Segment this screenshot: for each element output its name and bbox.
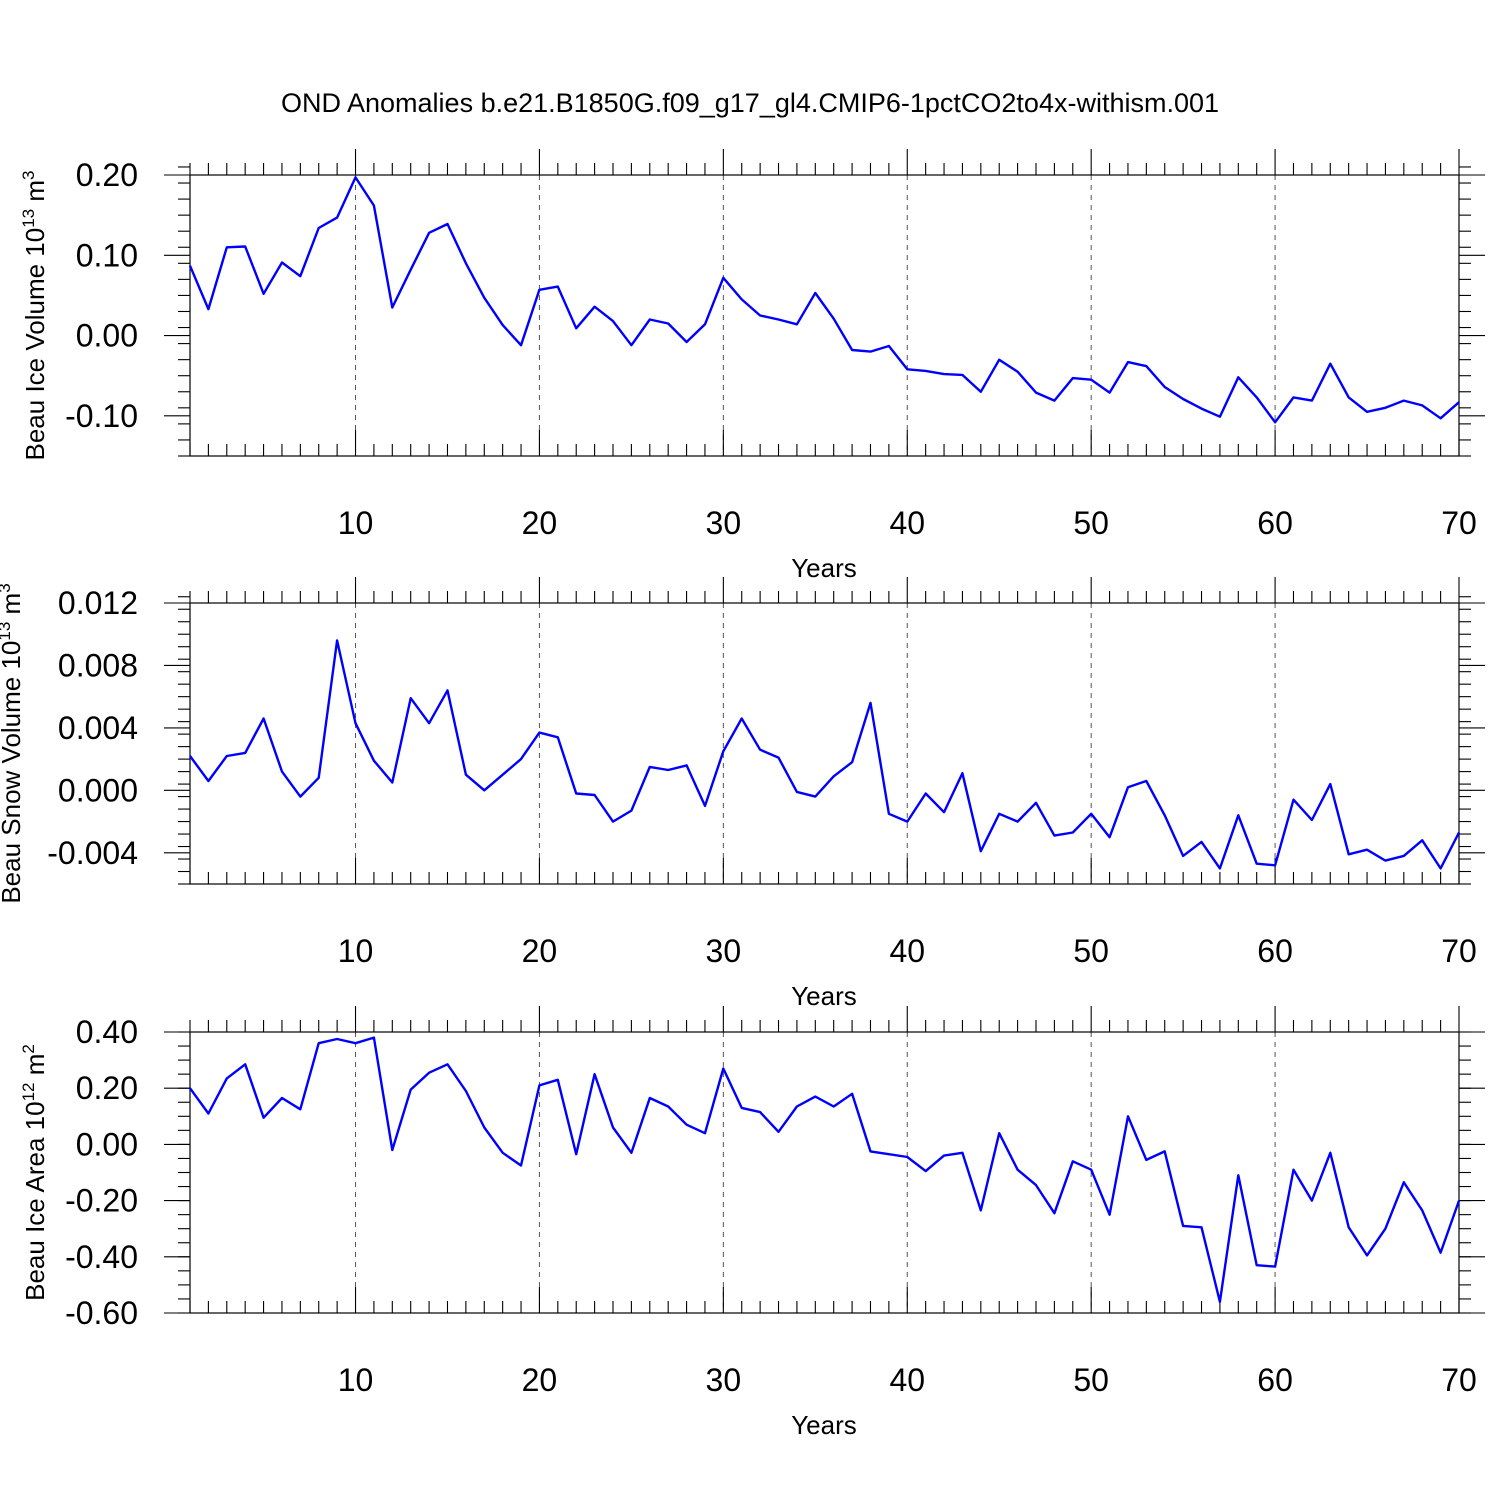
x-axis-title: Years xyxy=(791,981,857,1011)
x-tick-label: 10 xyxy=(338,1362,374,1398)
y-tick-label: 0.20 xyxy=(76,1070,138,1106)
x-tick-label: 60 xyxy=(1257,933,1293,969)
x-tick-label: 50 xyxy=(1073,933,1109,969)
y-tick-label: -0.60 xyxy=(65,1295,138,1331)
x-tick-label: 70 xyxy=(1441,505,1477,541)
y-tick-label: 0.20 xyxy=(76,157,138,193)
panel-2: -0.004 0.000 0.004 0.008 0.012 10 20 30 40 50 60 70… xyxy=(0,577,1485,1011)
x-tick-label: 60 xyxy=(1257,505,1293,541)
x-tick-label: 30 xyxy=(706,505,742,541)
y-tick-label: 0.00 xyxy=(76,1126,138,1162)
chart-title: OND Anomalies b.e21.B1850G.f09_g17_gl4.C… xyxy=(281,88,1219,118)
x-tick-label: 70 xyxy=(1441,1362,1477,1398)
y-tick-label: -0.004 xyxy=(47,835,138,871)
y-tick-label: 0.000 xyxy=(58,772,138,808)
x-tick-label: 40 xyxy=(889,933,925,969)
x-tick-label: 20 xyxy=(522,933,558,969)
x-axis-title: Years xyxy=(791,553,857,583)
y-tick-label: 0.004 xyxy=(58,710,138,746)
x-tick-label: 30 xyxy=(706,1362,742,1398)
y-axis-title: Beau Snow Volume 1013 m3 xyxy=(0,583,26,903)
x-tick-label: 50 xyxy=(1073,1362,1109,1398)
plot-frame xyxy=(189,174,1460,457)
y-tick-label: -0.40 xyxy=(65,1239,138,1275)
plot-frame xyxy=(189,602,1460,885)
x-tick-label: 30 xyxy=(706,933,742,969)
y-axis-title: Beau Ice Volume 1013 m3 xyxy=(19,170,50,460)
y-tick-label: 0.008 xyxy=(58,647,138,683)
panel-3: -0.60 -0.40 -0.20 0.00 0.20 0.40 10 20 30 40 50 60 7… xyxy=(19,1006,1485,1440)
y-tick-label: -0.10 xyxy=(65,398,138,434)
panel-1: -0.10 0.00 0.10 0.20 10 20 30 40 50 60 70 Years Beau… xyxy=(19,149,1485,583)
x-tick-label: 20 xyxy=(522,505,558,541)
x-tick-label: 40 xyxy=(889,1362,925,1398)
series-line-1 xyxy=(188,176,1460,424)
x-tick-label: 50 xyxy=(1073,505,1109,541)
x-tick-label: 10 xyxy=(338,933,374,969)
x-tick-label: 60 xyxy=(1257,1362,1293,1398)
y-tick-label: 0.00 xyxy=(76,318,138,354)
x-tick-label: 20 xyxy=(522,1362,558,1398)
x-tick-label: 10 xyxy=(338,505,374,541)
series-line-1 xyxy=(189,639,1461,870)
x-tick-label: 70 xyxy=(1441,933,1477,969)
y-axis-title: Beau Ice Area 1012 m2 xyxy=(19,1044,50,1301)
y-tick-label: 0.40 xyxy=(76,1014,138,1050)
series-line-1 xyxy=(189,1036,1461,1304)
x-tick-label: 40 xyxy=(889,505,925,541)
y-tick-label: 0.10 xyxy=(76,237,138,273)
x-axis-title: Years xyxy=(791,1410,857,1440)
y-tick-label: 0.012 xyxy=(58,585,138,621)
y-tick-label: -0.20 xyxy=(65,1183,138,1219)
